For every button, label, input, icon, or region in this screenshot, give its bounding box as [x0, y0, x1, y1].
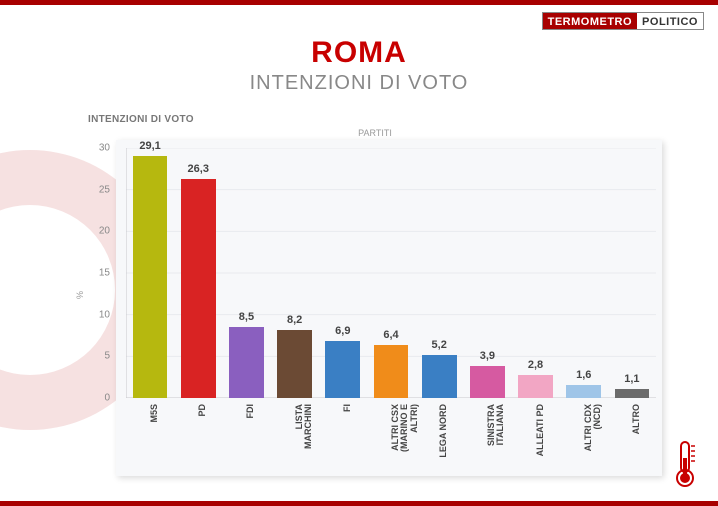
bar: [615, 389, 650, 398]
bar-value-label: 6,4: [383, 329, 398, 341]
chart-title: INTENZIONI DI VOTO: [88, 114, 194, 125]
x-tick-label: FI: [343, 404, 352, 464]
x-tick-label: ALTRI CDX (NCD): [584, 404, 603, 464]
bar: [422, 355, 457, 398]
bar: [133, 156, 168, 399]
bar: [325, 341, 360, 399]
top-accent-bar: [0, 0, 718, 5]
thermometer-icon: [670, 440, 700, 488]
bar-value-label: 1,6: [576, 369, 591, 381]
brand-logo-left: TERMOMETRO: [543, 13, 637, 29]
bar-value-label: 29,1: [139, 140, 160, 152]
bar-value-label: 8,2: [287, 314, 302, 326]
bar: [470, 366, 505, 399]
y-tick: 5: [86, 351, 110, 362]
bar-value-label: 1,1: [624, 373, 639, 385]
y-tick: 15: [86, 268, 110, 279]
y-tick: 10: [86, 309, 110, 320]
bar: [566, 385, 601, 398]
page-title: ROMA: [0, 36, 718, 70]
x-tick-label: ALTRI CSX (MARINO E ALTRI): [391, 404, 419, 464]
x-tick-label: PD: [198, 404, 207, 464]
bars-container: 29,1M5S26,3PD8,5FDI8,2LISTA MARCHINI6,9F…: [126, 148, 656, 398]
bar-value-label: 3,9: [480, 350, 495, 362]
bar: [277, 330, 312, 398]
plot-inner: 29,1M5S26,3PD8,5FDI8,2LISTA MARCHINI6,9F…: [126, 148, 656, 398]
y-axis-symbol: %: [75, 291, 85, 299]
bar-value-label: 6,9: [335, 325, 350, 337]
page-subtitle: INTENZIONI DI VOTO: [0, 72, 718, 95]
bar-value-label: 5,2: [432, 339, 447, 351]
chart: INTENZIONI DI VOTO PARTITI 051015202530 …: [88, 114, 662, 476]
bar-value-label: 26,3: [188, 163, 209, 175]
x-axis-title: PARTITI: [358, 128, 392, 138]
brand-logo-right: POLITICO: [637, 13, 703, 29]
title-block: ROMA INTENZIONI DI VOTO: [0, 36, 718, 95]
x-tick-label: M5S: [150, 404, 159, 464]
y-tick: 20: [86, 226, 110, 237]
x-tick-label: FDI: [246, 404, 255, 464]
x-tick-label: LISTA MARCHINI: [295, 404, 314, 464]
x-tick-label: ALLEATI PD: [536, 404, 545, 464]
bar-value-label: 8,5: [239, 311, 254, 323]
bar: [518, 375, 553, 398]
bar: [181, 179, 216, 398]
y-tick: 25: [86, 184, 110, 195]
x-tick-label: SINISTRA ITALIANA: [487, 404, 506, 464]
y-tick: 30: [86, 143, 110, 154]
page: TERMOMETRO POLITICO ROMA INTENZIONI DI V…: [0, 0, 718, 506]
bar: [374, 345, 409, 398]
x-tick-label: LEGA NORD: [439, 404, 448, 464]
bar: [229, 327, 264, 398]
brand-logo: TERMOMETRO POLITICO: [542, 12, 704, 30]
plot-area: 29,1 M5S 26,3 PD 8,5 FDI 8,2 LISTA MARCHINI 6,9 F…: [116, 140, 662, 476]
bottom-accent-bar: [0, 501, 718, 506]
x-tick-label: ALTRO: [632, 404, 641, 464]
y-tick: 0: [86, 393, 110, 404]
bar-value-label: 2,8: [528, 359, 543, 371]
